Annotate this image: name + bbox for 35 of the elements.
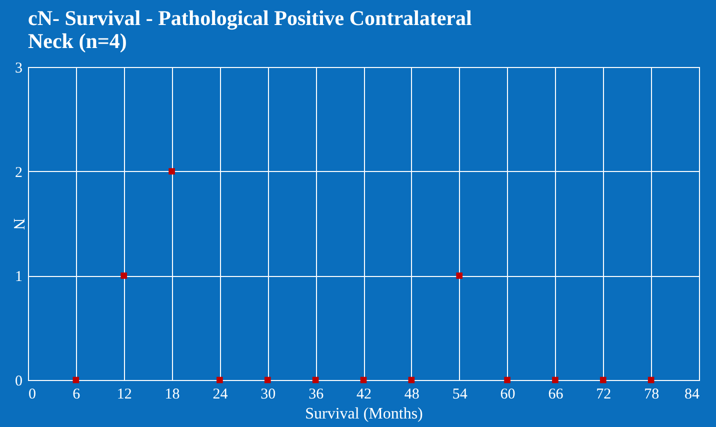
y-tick-label: 0 xyxy=(15,374,22,390)
point xyxy=(120,272,128,279)
point xyxy=(408,376,415,384)
x-tick-label: 0 xyxy=(28,386,36,402)
x-tick-label: 30 xyxy=(260,386,276,402)
x-tick-label: 12 xyxy=(116,386,132,402)
chart-title: cN- Survival - Pathological Positive Contralateral Neck (n=4) xyxy=(28,6,472,53)
point xyxy=(648,376,654,384)
point xyxy=(216,376,223,384)
point xyxy=(504,376,510,384)
y-tick-label: 2 xyxy=(15,164,22,181)
x-tick-label: 60 xyxy=(500,386,516,402)
x-tick-label: 6 xyxy=(72,386,81,402)
point xyxy=(264,376,271,384)
point xyxy=(168,168,175,174)
y-axis-title: N xyxy=(10,218,27,230)
point xyxy=(600,376,606,384)
x-tick-label: 72 xyxy=(596,386,612,402)
x-tick-label: 78 xyxy=(644,386,660,402)
y-tick-label: 3 xyxy=(15,60,22,76)
x-tick-label: 36 xyxy=(308,386,324,402)
y-tick-label: 1 xyxy=(15,269,22,286)
point xyxy=(72,376,80,384)
point xyxy=(360,376,367,384)
x-tick-label: 42 xyxy=(356,386,372,402)
point xyxy=(456,272,463,279)
x-tick-label: 54 xyxy=(452,386,468,402)
point xyxy=(552,376,558,384)
x-axis-title: Survival (Months) xyxy=(305,406,423,422)
x-tick-label: 48 xyxy=(404,386,420,402)
x-tick-label: 24 xyxy=(212,386,228,402)
x-tick-label: 84 xyxy=(684,386,700,402)
x-tick-label: 66 xyxy=(548,386,564,402)
point xyxy=(312,376,319,384)
x-tick-label: 18 xyxy=(164,386,180,402)
